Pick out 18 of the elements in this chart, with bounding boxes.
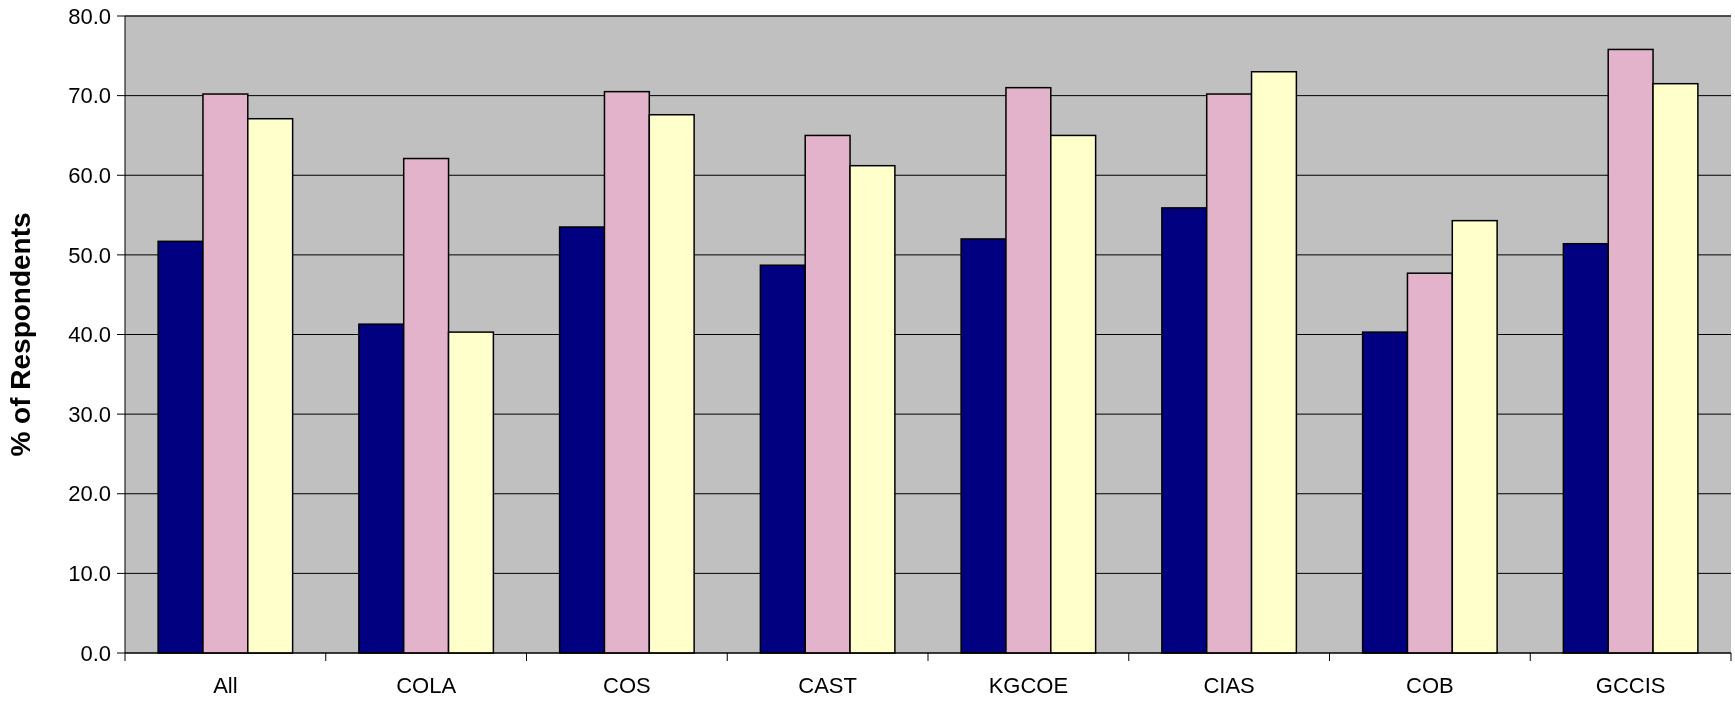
y-tick-label: 0.0 bbox=[80, 640, 111, 666]
y-tick-label: 30.0 bbox=[68, 401, 111, 427]
y-tick-label: 40.0 bbox=[68, 322, 111, 348]
x-tick-label: CIAS bbox=[1203, 673, 1255, 698]
x-tick-label: KGCOE bbox=[988, 673, 1069, 698]
x-tick-label: All bbox=[213, 673, 238, 698]
x-tick-label: COLA bbox=[396, 673, 457, 698]
y-tick-label: 50.0 bbox=[68, 242, 111, 268]
y-tick-label: 10.0 bbox=[68, 561, 111, 587]
x-tick-label: CAST bbox=[798, 673, 857, 698]
x-tick-label: COS bbox=[603, 673, 651, 698]
y-tick-label: 80.0 bbox=[68, 3, 111, 29]
x-tick-label: GCCIS bbox=[1595, 673, 1666, 698]
y-tick-label: 60.0 bbox=[68, 162, 111, 188]
y-tick-label: 70.0 bbox=[68, 83, 111, 109]
y-tick-label: 20.0 bbox=[68, 481, 111, 507]
y-axis-title: % of Respondents bbox=[5, 212, 36, 457]
x-tick-label: COB bbox=[1406, 673, 1454, 698]
